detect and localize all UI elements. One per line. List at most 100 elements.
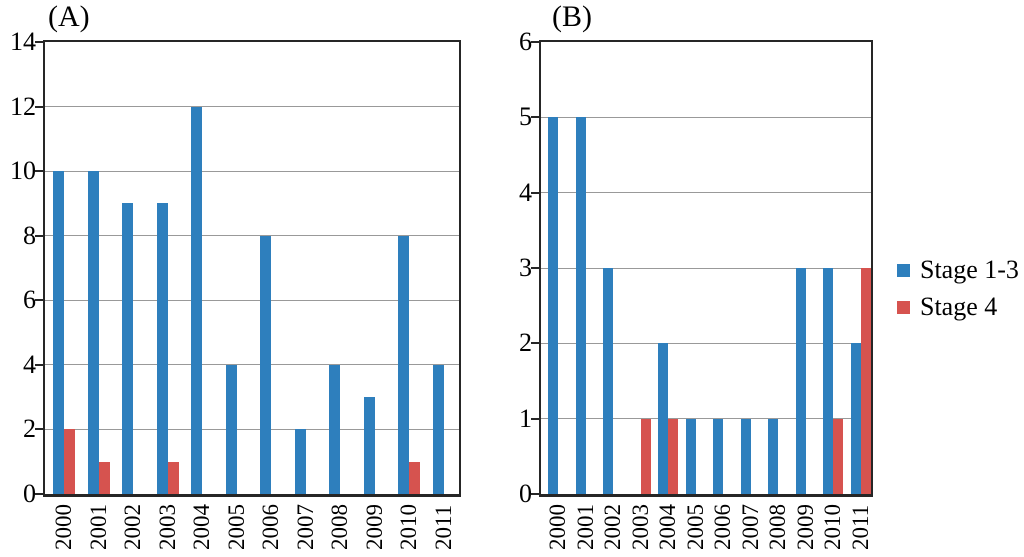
bar-stage-1-3-2003: [156, 203, 168, 494]
bar-stage-4-2010: [409, 461, 420, 494]
x-axis-label-2009: 2009: [361, 504, 387, 550]
x-axis-label-2001: 2001: [85, 504, 111, 550]
gridline-y-4: [541, 192, 871, 194]
x-axis-label-2008: 2008: [765, 504, 790, 550]
bar-stage-1-3-2009: [795, 268, 806, 494]
bar-stage-1-3-2000: [53, 171, 64, 494]
gridline-y-5: [541, 116, 871, 118]
panel-a-title: (A): [48, 0, 90, 33]
bar-stage-1-3-2011: [432, 364, 444, 494]
gridline-y-2: [541, 342, 871, 344]
y-axis-label-0: 0: [519, 479, 532, 508]
y-axis-label-6: 6: [519, 27, 532, 56]
y-axis-tick-10: [35, 170, 43, 173]
y-axis-tick-1: [531, 417, 539, 420]
bar-stage-1-3-2010: [823, 268, 833, 494]
x-axis-label-2000: 2000: [545, 504, 570, 550]
bar-stage-4-2003: [167, 461, 179, 494]
y-axis-label-8: 8: [23, 220, 36, 250]
x-axis-label-2003: 2003: [627, 504, 653, 550]
x-axis-label-2003: 2003: [154, 504, 180, 550]
bar-stage-4-2003: [640, 418, 651, 494]
stage-4-swatch-icon: [897, 300, 910, 314]
y-axis-label-10: 10: [10, 156, 36, 186]
gridline-y-10: [45, 170, 459, 172]
x-axis-label-2007: 2007: [292, 504, 318, 550]
bar-stage-1-3-2000: [548, 117, 558, 494]
y-axis-label-4: 4: [519, 177, 532, 207]
bar-stage-1-3-2001: [87, 171, 99, 494]
gridline-y-2: [45, 428, 459, 430]
x-axis-label-2002: 2002: [120, 504, 145, 550]
y-axis-label-2: 2: [23, 414, 36, 444]
x-axis-label-2002: 2002: [600, 504, 625, 550]
legend-label-stage-4: Stage 4: [920, 292, 998, 321]
gridline-y-1: [541, 418, 871, 420]
bar-stage-1-3-2006: [260, 235, 271, 494]
x-axis-label-2005: 2005: [682, 504, 708, 550]
y-axis-tick-2: [35, 428, 43, 431]
bar-stage-4-2001: [98, 461, 110, 494]
gridline-y-4: [45, 364, 459, 366]
plot-area-border-panel-b: [539, 40, 873, 497]
x-axis-label-2010: 2010: [820, 504, 845, 550]
bar-stage-1-3-2002: [603, 268, 613, 494]
y-axis-label-0: 0: [23, 479, 36, 508]
y-axis-tick-12: [35, 105, 43, 108]
bar-stage-1-3-2005: [225, 364, 237, 494]
bar-stage-1-3-2008: [768, 418, 778, 494]
panel-b-title: (B): [552, 0, 592, 33]
x-axis-label-2006: 2006: [710, 504, 735, 550]
bar-stage-1-3-2002: [122, 203, 133, 494]
bar-stage-1-3-2005: [685, 418, 696, 494]
x-axis-label-2001: 2001: [572, 504, 598, 550]
y-axis-label-6: 6: [23, 285, 36, 315]
legend-item-stage-4: Stage 4: [897, 293, 1019, 321]
y-axis-tick-3: [531, 267, 539, 269]
y-axis-tick-8: [35, 234, 43, 237]
y-axis-tick-0: [531, 493, 539, 495]
bar-stage-1-3-2008: [329, 364, 340, 494]
y-axis-label-4: 4: [23, 349, 36, 379]
y-axis-tick-5: [531, 116, 539, 119]
y-axis-tick-6: [35, 299, 43, 302]
x-axis-label-2009: 2009: [792, 504, 818, 550]
y-axis-tick-14: [35, 41, 43, 43]
bar-stage-4-2010: [833, 418, 843, 494]
bar-stage-1-3-2007: [294, 429, 306, 494]
y-axis-tick-0: [35, 493, 43, 495]
x-axis-label-2011: 2011: [430, 504, 456, 550]
x-axis-label-2000: 2000: [51, 504, 76, 550]
x-axis-label-2011: 2011: [847, 504, 873, 550]
y-axis-label-1: 1: [519, 403, 532, 433]
bar-stage-4-2011: [860, 268, 871, 494]
bar-stage-1-3-2006: [713, 418, 723, 494]
y-axis-label-5: 5: [519, 102, 532, 132]
x-axis-label-2004: 2004: [655, 504, 680, 550]
bar-stage-1-3-2004: [191, 106, 202, 494]
y-axis-label-14: 14: [10, 27, 36, 56]
x-axis-label-2005: 2005: [223, 504, 249, 550]
gridline-y-6: [45, 299, 459, 301]
bar-stage-4-2004: [668, 418, 678, 494]
bar-stage-4-2000: [64, 429, 75, 494]
y-axis-tick-4: [531, 191, 539, 194]
y-axis-label-2: 2: [519, 328, 532, 358]
gridline-y-8: [45, 235, 459, 237]
bar-stage-1-3-2009: [363, 397, 375, 494]
x-axis-label-2004: 2004: [189, 504, 214, 550]
y-axis-label-12: 12: [10, 91, 36, 121]
stage-1-3-swatch-icon: [897, 263, 910, 277]
legend: Stage 1-3 Stage 4: [897, 256, 1019, 330]
bar-stage-1-3-2004: [658, 343, 668, 494]
legend-label-stage-1-3: Stage 1-3: [920, 255, 1019, 284]
x-axis-label-2007: 2007: [737, 504, 763, 550]
y-axis-tick-2: [531, 342, 539, 345]
bar-stage-1-3-2001: [575, 117, 586, 494]
y-axis-tick-6: [531, 41, 539, 43]
y-axis-label-3: 3: [519, 253, 532, 282]
legend-item-stage-1-3: Stage 1-3: [897, 256, 1019, 284]
bar-stage-1-3-2011: [850, 343, 861, 494]
x-axis-label-2008: 2008: [327, 504, 352, 550]
